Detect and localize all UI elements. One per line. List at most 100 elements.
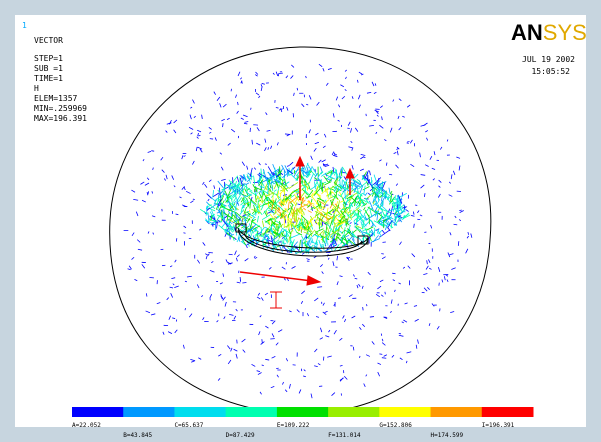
vector [428, 259, 431, 263]
vector [145, 310, 151, 314]
vector [319, 211, 328, 220]
vector [349, 195, 358, 204]
vector [262, 200, 268, 206]
vector [346, 195, 354, 200]
vector [280, 232, 285, 237]
vector [398, 282, 401, 285]
vector [323, 183, 327, 193]
vector [256, 142, 261, 146]
vector [308, 173, 314, 183]
vector [372, 202, 377, 207]
vector [392, 99, 395, 102]
vector [127, 268, 131, 271]
vector [431, 303, 435, 307]
vector [340, 235, 344, 245]
vector [370, 177, 373, 187]
vector [190, 359, 195, 361]
vector [234, 211, 236, 219]
vector [282, 228, 291, 234]
vector [342, 192, 351, 200]
window-number: 1 [22, 21, 27, 30]
vector [278, 231, 283, 239]
vector [218, 200, 225, 211]
vector [411, 253, 416, 258]
vector [347, 209, 352, 214]
vector [174, 259, 177, 263]
vector [337, 237, 346, 245]
info-line: MIN=.259969 [34, 104, 87, 113]
vector [332, 205, 338, 212]
vector [199, 228, 202, 231]
vector [197, 259, 201, 264]
vector [391, 354, 395, 358]
vector [184, 280, 188, 283]
vector [293, 217, 296, 222]
vector [241, 187, 245, 194]
vector [310, 192, 314, 197]
vector [344, 191, 346, 200]
vector [358, 71, 363, 75]
vector [373, 210, 378, 213]
vector [128, 265, 132, 270]
vector [390, 221, 393, 229]
vector [304, 195, 308, 199]
vector [243, 184, 253, 192]
vector [402, 213, 409, 219]
vector [169, 265, 173, 268]
vector [287, 201, 290, 210]
vector [456, 156, 461, 159]
vector [218, 224, 227, 232]
vector [322, 302, 325, 306]
vector [238, 237, 241, 242]
vector [303, 225, 312, 233]
vector [249, 190, 258, 197]
vector [332, 210, 335, 214]
vector [389, 311, 393, 313]
vector [282, 245, 289, 254]
vector [322, 243, 325, 251]
vector [262, 228, 269, 236]
vector [369, 170, 371, 176]
vector [179, 196, 182, 199]
vector [453, 223, 458, 226]
vector [305, 75, 307, 79]
vector [339, 377, 344, 381]
vector [131, 232, 135, 237]
vector [316, 241, 318, 252]
vector [283, 199, 289, 204]
vector [447, 252, 451, 258]
vector [323, 163, 329, 167]
vector [209, 131, 212, 134]
vector [221, 195, 224, 202]
vector [199, 148, 203, 153]
vector [244, 193, 252, 198]
vector [366, 181, 369, 186]
vector [290, 222, 294, 232]
vector [340, 188, 346, 197]
vector [223, 204, 227, 207]
vector [303, 231, 310, 235]
vector [365, 354, 371, 357]
vector [448, 194, 453, 197]
vector [354, 277, 358, 280]
vector [332, 166, 335, 173]
vector [271, 356, 276, 359]
vector [375, 191, 377, 198]
vector [339, 168, 342, 175]
vector [381, 256, 386, 260]
vector [303, 174, 309, 178]
vector [267, 174, 276, 180]
vector [175, 213, 179, 216]
vector [396, 207, 404, 213]
vector [381, 116, 383, 121]
vector [206, 207, 211, 211]
vector [245, 225, 254, 235]
vector [296, 231, 303, 236]
vector [262, 205, 271, 215]
vector [380, 195, 386, 205]
vector [249, 167, 253, 178]
vector [235, 308, 238, 312]
vector [218, 220, 223, 223]
vector [342, 315, 345, 319]
vector [373, 220, 384, 226]
